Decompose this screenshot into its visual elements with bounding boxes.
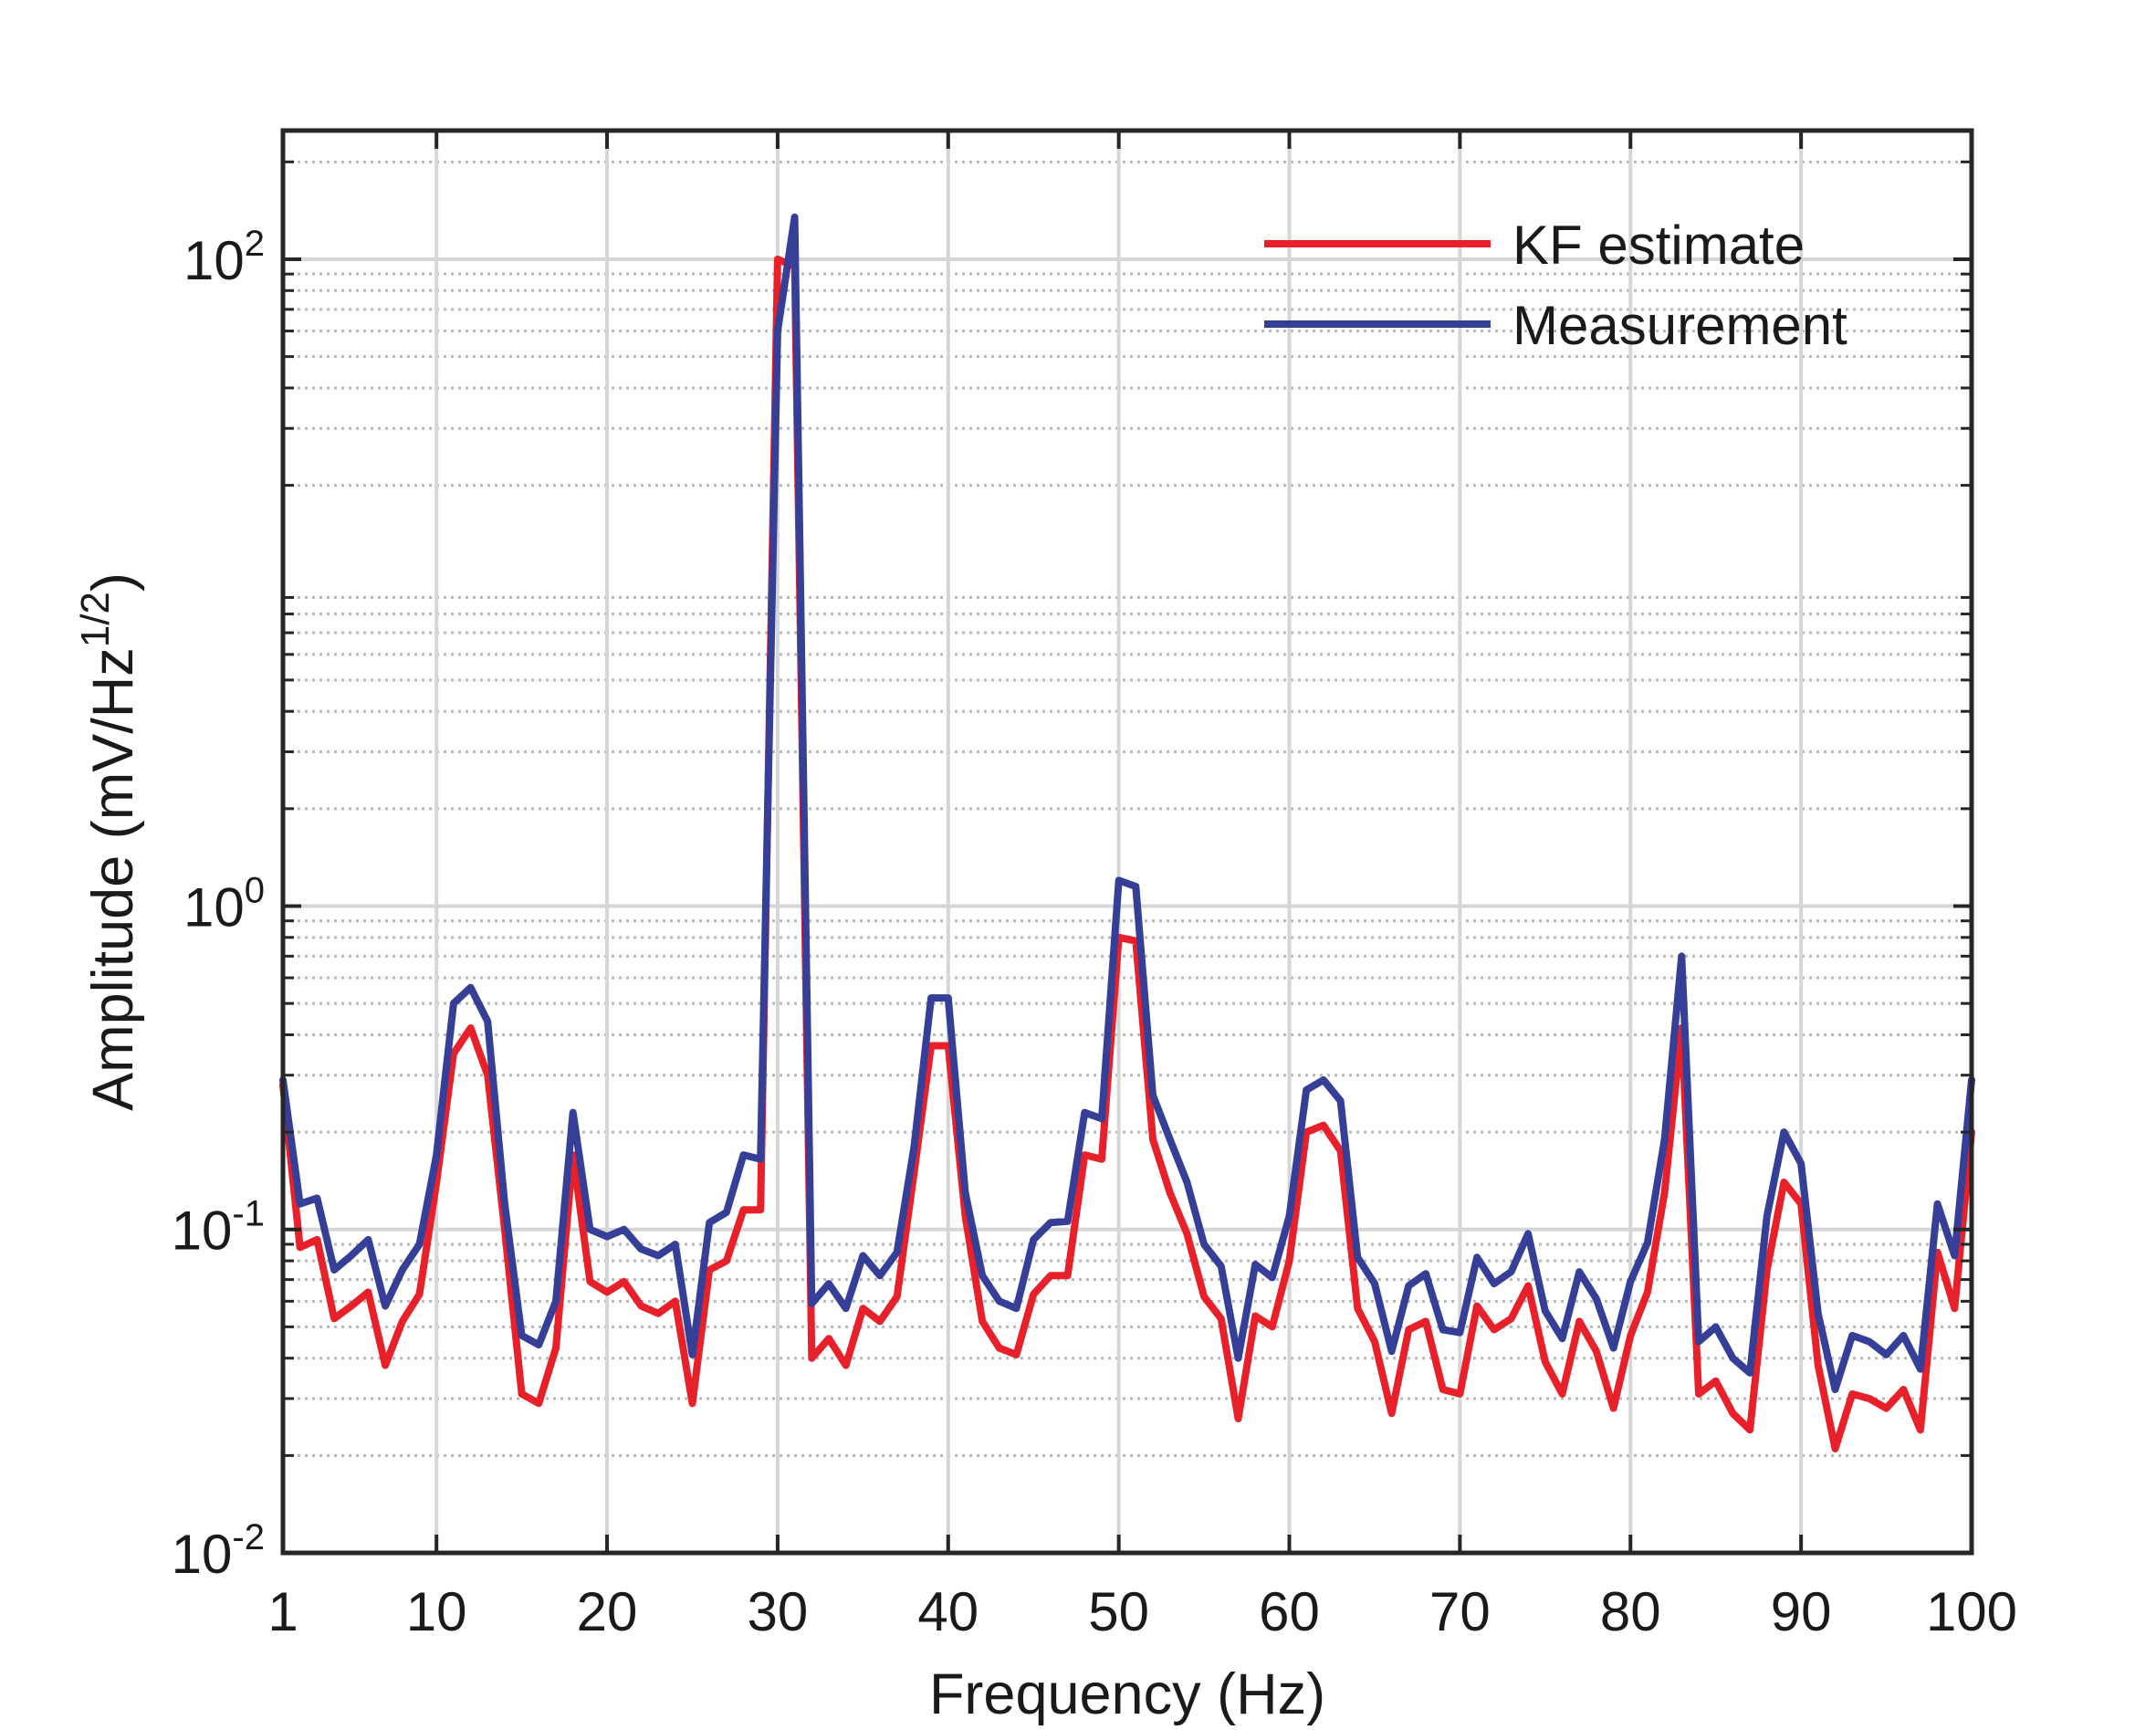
x-tick-label: 40: [917, 1581, 979, 1642]
y-tick-label: 100: [183, 870, 265, 938]
y-tick-label-base: 10: [172, 1524, 233, 1585]
y-axis-label-main: Amplitude (mV/Hz: [81, 647, 145, 1111]
y-tick-label-base: 10: [183, 230, 245, 291]
y-tick-label-exponent: -1: [232, 1194, 265, 1234]
x-tick-label: 70: [1429, 1581, 1491, 1642]
x-tick-label: 100: [1926, 1581, 2017, 1642]
series-line-kf-estimate: [279, 256, 1975, 1452]
x-tick-label: 10: [406, 1581, 467, 1642]
series-line-measurement: [279, 213, 1975, 1393]
x-tick-label: 80: [1600, 1581, 1661, 1642]
y-tick-label-exponent: 0: [245, 870, 265, 910]
y-axis-label-close: ): [81, 572, 145, 592]
x-tick-label: 50: [1088, 1581, 1149, 1642]
y-axis-label-sup: 1/2: [73, 592, 118, 647]
y-tick-label: 10-1: [172, 1194, 265, 1262]
legend-label-kf-estimate: KF estimate: [1512, 215, 1805, 276]
legend: KF estimate Measurement: [1264, 215, 1847, 356]
y-tick-label: 102: [183, 224, 265, 291]
x-tick-label: 90: [1771, 1581, 1832, 1642]
plot-frame: [280, 128, 1974, 1556]
x-tick-label: 60: [1259, 1581, 1320, 1642]
y-tick-label-exponent: -2: [232, 1517, 265, 1557]
x-tick-label: 20: [577, 1581, 638, 1642]
x-axis-label: Frequency (Hz): [929, 1662, 1325, 1725]
y-tick-label-base: 10: [172, 1201, 233, 1262]
x-tick-label: 1: [267, 1581, 298, 1642]
y-tick-label-base: 10: [183, 876, 245, 938]
legend-label-measurement: Measurement: [1512, 295, 1847, 356]
series-layer: [279, 213, 1975, 1452]
y-tick-label-exponent: 2: [245, 224, 265, 264]
y-tick-label: 10-2: [172, 1517, 265, 1585]
y-axis-label: Amplitude (mV/Hz1/2): [73, 572, 145, 1111]
x-tick-label: 30: [748, 1581, 809, 1642]
